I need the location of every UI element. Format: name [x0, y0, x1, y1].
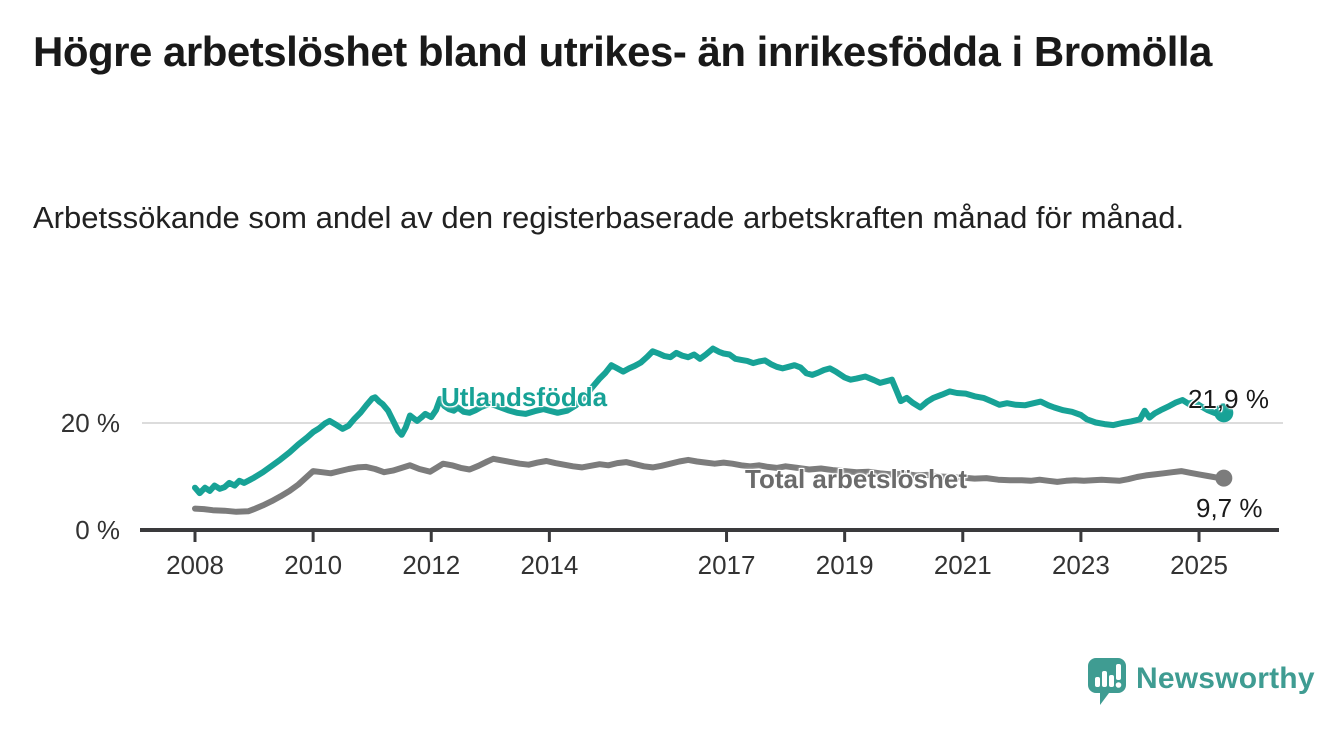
x-axis-label-2025: 2025	[1170, 550, 1228, 580]
series-label-total-arbetsloshet: Total arbetslöshet	[745, 464, 968, 494]
y-axis-label-0: 0 %	[75, 515, 120, 545]
x-axis-label-2010: 2010	[284, 550, 343, 580]
newsworthy-logo-icon	[1088, 658, 1126, 705]
x-axis-label-2017: 2017	[697, 550, 756, 580]
end-dot-total-arbetsloshet	[1215, 469, 1233, 487]
series-label-utlandsfodda: Utlandsfödda	[441, 382, 608, 412]
x-axis-label-2008: 2008	[166, 550, 224, 580]
y-axis-label-20: 20 %	[60, 408, 120, 438]
x-axis-label-2014: 2014	[520, 550, 579, 580]
end-dot-utlandsfodda	[1214, 403, 1234, 423]
end-value-label-utlandsfodda: 21,9 %	[1188, 384, 1269, 414]
x-axis-label-2021: 2021	[933, 550, 992, 580]
x-axis-label-2012: 2012	[402, 550, 461, 580]
page-title: Högre arbetslöshet bland utrikes- än inr…	[33, 28, 1212, 75]
x-axis-label-2023: 2023	[1051, 550, 1110, 580]
page-subtitle: Arbetssökande som andel av den registerb…	[33, 200, 1185, 235]
brand-name: Newsworthy	[1136, 662, 1315, 695]
series-line-total-arbetsloshet	[192, 455, 1227, 515]
x-axis-label-2019: 2019	[815, 550, 874, 580]
end-value-label-total: 9,7 %	[1196, 493, 1263, 523]
series-line-utlandsfodda	[192, 345, 1227, 497]
